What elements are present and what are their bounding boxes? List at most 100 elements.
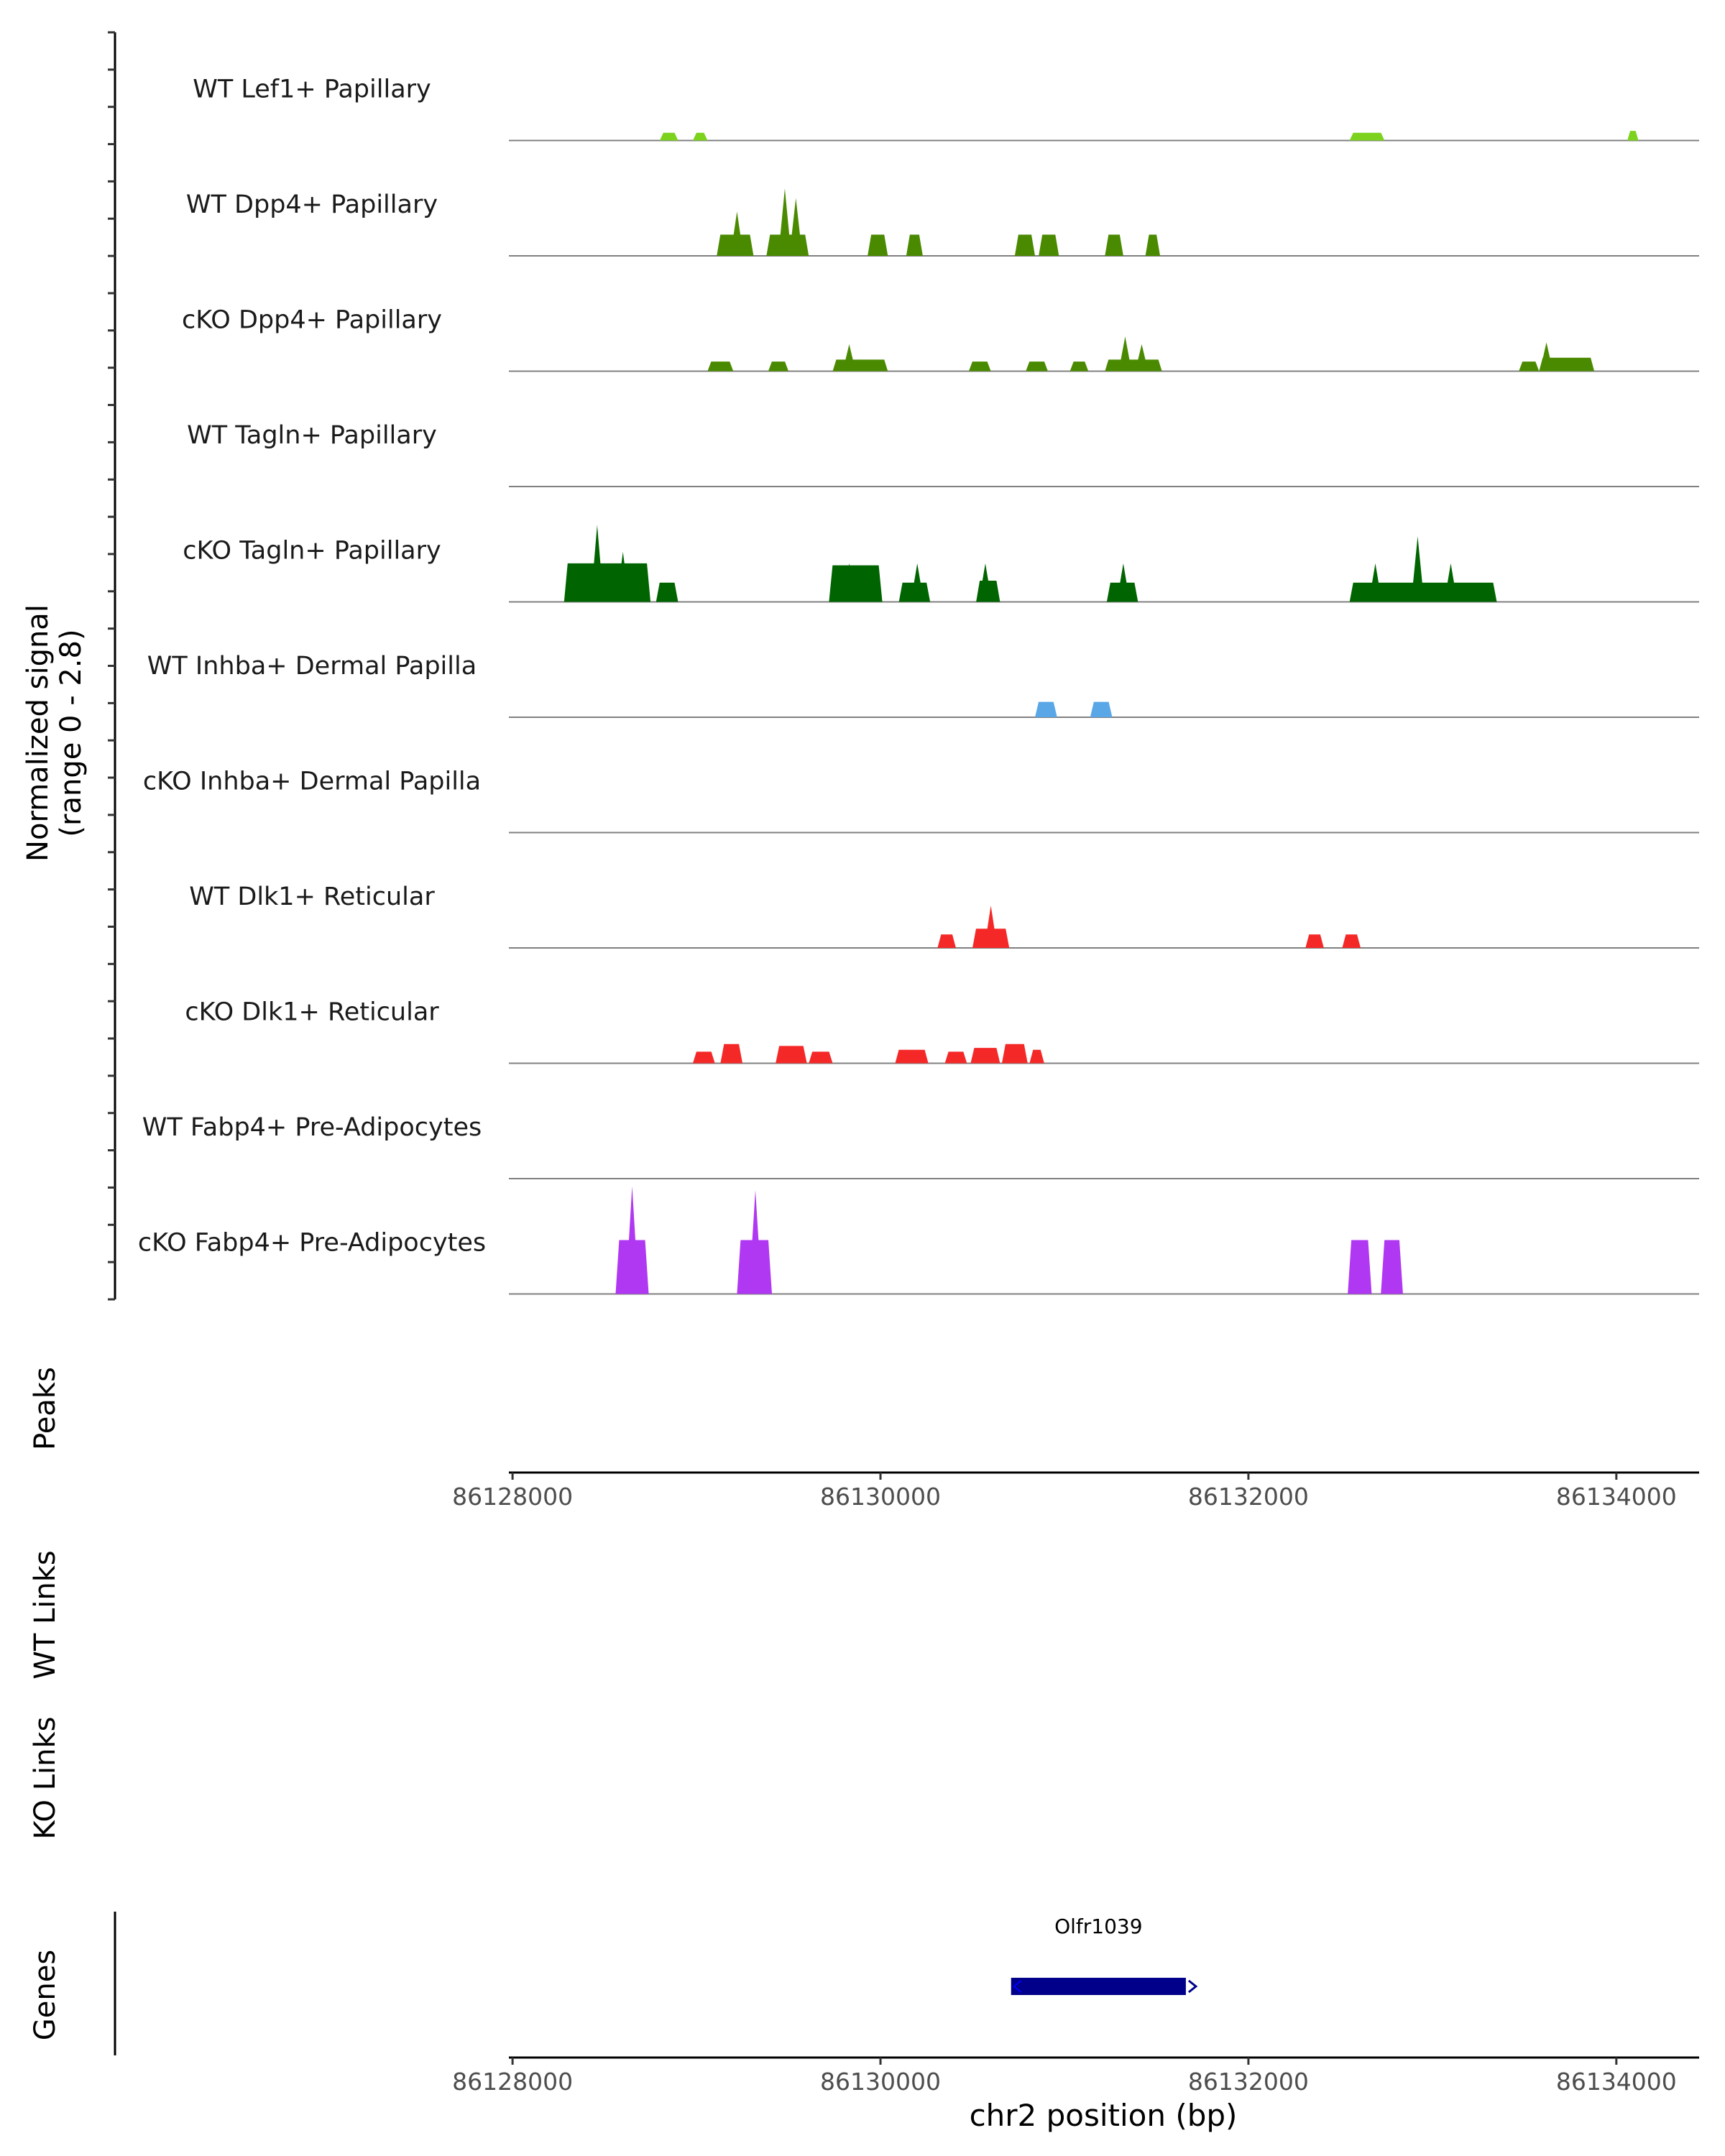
signal-spike xyxy=(842,344,856,372)
gene-strand-arrow xyxy=(1013,1980,1022,1993)
x-tick-label: 86134000 xyxy=(1556,2068,1677,2096)
signal-segment xyxy=(1145,234,1161,256)
signal-spike xyxy=(616,551,630,602)
x-tick-label: 86130000 xyxy=(820,1483,941,1511)
signal-segment xyxy=(968,361,991,372)
track-label: cKO Inhba+ Dermal Papilla xyxy=(143,768,481,796)
signal-spike xyxy=(1411,536,1425,602)
signal-segment xyxy=(1627,131,1639,141)
signal-segment xyxy=(944,1051,967,1064)
signal-segment xyxy=(720,1044,743,1064)
x-tick-label: 86130000 xyxy=(820,2068,941,2096)
track: cKO Dpp4+ Papillary xyxy=(182,306,1699,372)
signal-spike xyxy=(911,563,924,602)
signal-segment xyxy=(1349,132,1385,141)
track-label: WT Dlk1+ Reticular xyxy=(189,883,435,911)
x-tick-label: 86132000 xyxy=(1188,2068,1309,2096)
track: cKO Tagln+ Papillary xyxy=(183,525,1699,603)
track: WT Inhba+ Dermal Papilla xyxy=(147,652,1699,718)
track: WT Fabp4+ Pre-Adipocytes xyxy=(142,1113,1699,1179)
tracks: WT Lef1+ Papillary WT Dpp4+ Papillary cKO … xyxy=(138,75,1699,1295)
signal-segment xyxy=(1105,234,1123,256)
signal-spike xyxy=(1118,336,1132,372)
track: WT Tagln+ Papillary xyxy=(187,421,1699,487)
signal-segment xyxy=(1029,1049,1044,1064)
gene-body xyxy=(1011,1978,1186,1995)
signal-segment xyxy=(1026,361,1048,372)
y-axis-subtitle: (range 0 - 2.8) xyxy=(55,629,88,837)
signal-segment xyxy=(1070,361,1089,372)
gene-label: Olfr1039 xyxy=(1054,1915,1142,1938)
signal-segment xyxy=(1305,934,1324,948)
signal-spike xyxy=(625,1186,639,1294)
signal-segment xyxy=(1039,234,1059,256)
x-tick-label: 86132000 xyxy=(1188,1483,1309,1511)
track-label: WT Inhba+ Dermal Papilla xyxy=(147,652,477,681)
y-axis-title: Normalized signal xyxy=(22,604,55,862)
track: WT Lef1+ Papillary xyxy=(193,75,1699,142)
signal-spike xyxy=(1135,344,1149,372)
track: WT Dpp4+ Papillary xyxy=(186,188,1699,257)
signal-spike xyxy=(978,563,992,602)
signal-segment xyxy=(1348,1240,1372,1294)
signal-segment xyxy=(1539,357,1595,372)
signal-spike xyxy=(984,906,998,948)
ko-links-label: KO Links xyxy=(29,1717,62,1840)
signal-spike xyxy=(730,211,744,256)
track-label: cKO Tagln+ Papillary xyxy=(183,537,441,566)
x-tick-label: 86134000 xyxy=(1556,1483,1677,1511)
signal-segment xyxy=(937,934,956,948)
gene-strand-arrow xyxy=(1187,1979,1198,1994)
signal-segment xyxy=(1035,701,1057,717)
signal-segment xyxy=(707,361,734,372)
signal-segment xyxy=(1349,582,1497,602)
signal-segment xyxy=(829,565,883,602)
signal-segment xyxy=(1519,361,1540,372)
signal-segment xyxy=(868,234,888,256)
signal-segment xyxy=(906,234,923,256)
peaks-label: Peaks xyxy=(29,1367,62,1450)
signal-segment xyxy=(970,1048,1000,1064)
signal-segment xyxy=(659,132,678,141)
signal-segment xyxy=(809,1051,833,1064)
signal-spike xyxy=(590,525,604,602)
signal-segment xyxy=(832,359,888,372)
signal-spike xyxy=(1540,342,1553,372)
track-label: WT Dpp4+ Papillary xyxy=(186,190,438,219)
genes: Olfr1039 xyxy=(1011,1915,1198,1995)
track-label: cKO Fabp4+ Pre-Adipocytes xyxy=(138,1229,486,1258)
x-tick-label: 86128000 xyxy=(452,1483,573,1511)
signal-segment xyxy=(692,1051,715,1064)
track-label: WT Fabp4+ Pre-Adipocytes xyxy=(142,1113,482,1142)
track-label: WT Tagln+ Papillary xyxy=(187,421,437,450)
track-label: cKO Dpp4+ Papillary xyxy=(182,306,442,335)
x-axis-title: chr2 position (bp) xyxy=(970,2098,1238,2133)
track: cKO Fabp4+ Pre-Adipocytes xyxy=(138,1186,1699,1295)
y-axis-label: Normalized signal (range 0 - 2.8) xyxy=(22,604,88,862)
track: cKO Dlk1+ Reticular xyxy=(185,998,1699,1064)
wt-links-label: WT Links xyxy=(29,1550,62,1679)
signal-segment xyxy=(1001,1044,1028,1064)
x-axis-top: 86128000 86130000 86132000 86134000 xyxy=(452,1471,1699,1511)
genes-label: Genes xyxy=(29,1950,62,2040)
signal-segment xyxy=(768,361,789,372)
signal-segment xyxy=(692,132,708,141)
signal-spike xyxy=(1444,563,1458,602)
x-tick-label: 86128000 xyxy=(452,2068,573,2096)
signal-segment xyxy=(1105,359,1162,372)
signal-segment xyxy=(895,1049,929,1064)
track-label: cKO Dlk1+ Reticular xyxy=(185,998,439,1027)
x-axis-bottom: 86128000 86130000 86132000 86134000 xyxy=(452,2056,1699,2096)
signal-segment xyxy=(1381,1240,1403,1294)
track-label: WT Lef1+ Papillary xyxy=(193,75,431,104)
signal-segment xyxy=(776,1046,807,1064)
track: cKO Inhba+ Dermal Papilla xyxy=(143,768,1699,834)
signal-spike xyxy=(1368,563,1382,602)
track: WT Dlk1+ Reticular xyxy=(189,883,1699,949)
signal-spike xyxy=(842,563,856,602)
signal-segment xyxy=(1090,701,1113,717)
signal-spike xyxy=(789,198,803,256)
signal-segment xyxy=(656,582,678,602)
signal-segment xyxy=(1342,934,1361,948)
